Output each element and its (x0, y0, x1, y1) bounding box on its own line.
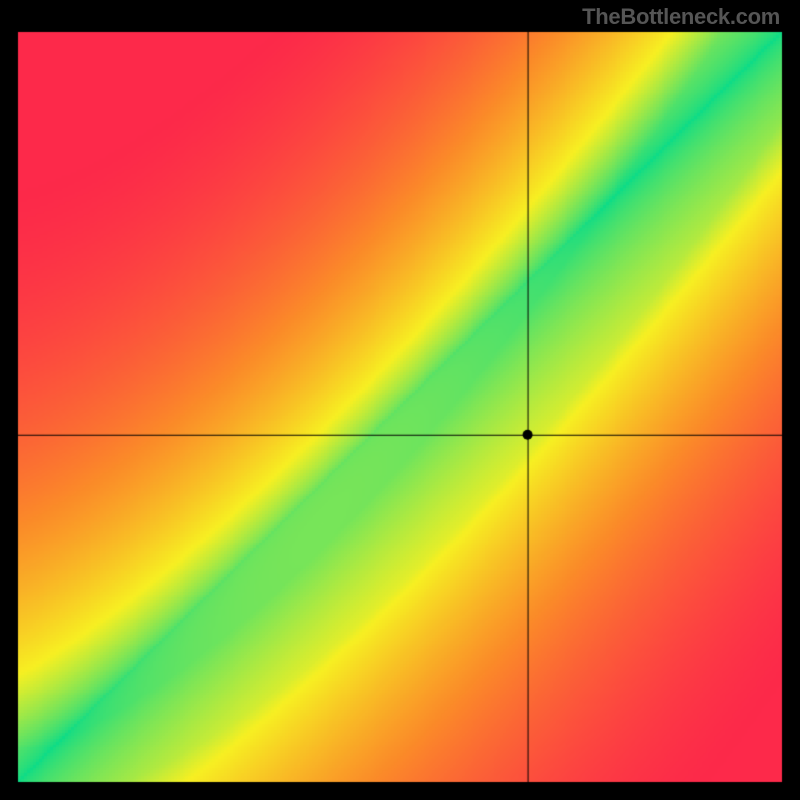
chart-container: TheBottleneck.com (0, 0, 800, 800)
heatmap-canvas (0, 0, 800, 800)
watermark-label: TheBottleneck.com (582, 4, 780, 30)
